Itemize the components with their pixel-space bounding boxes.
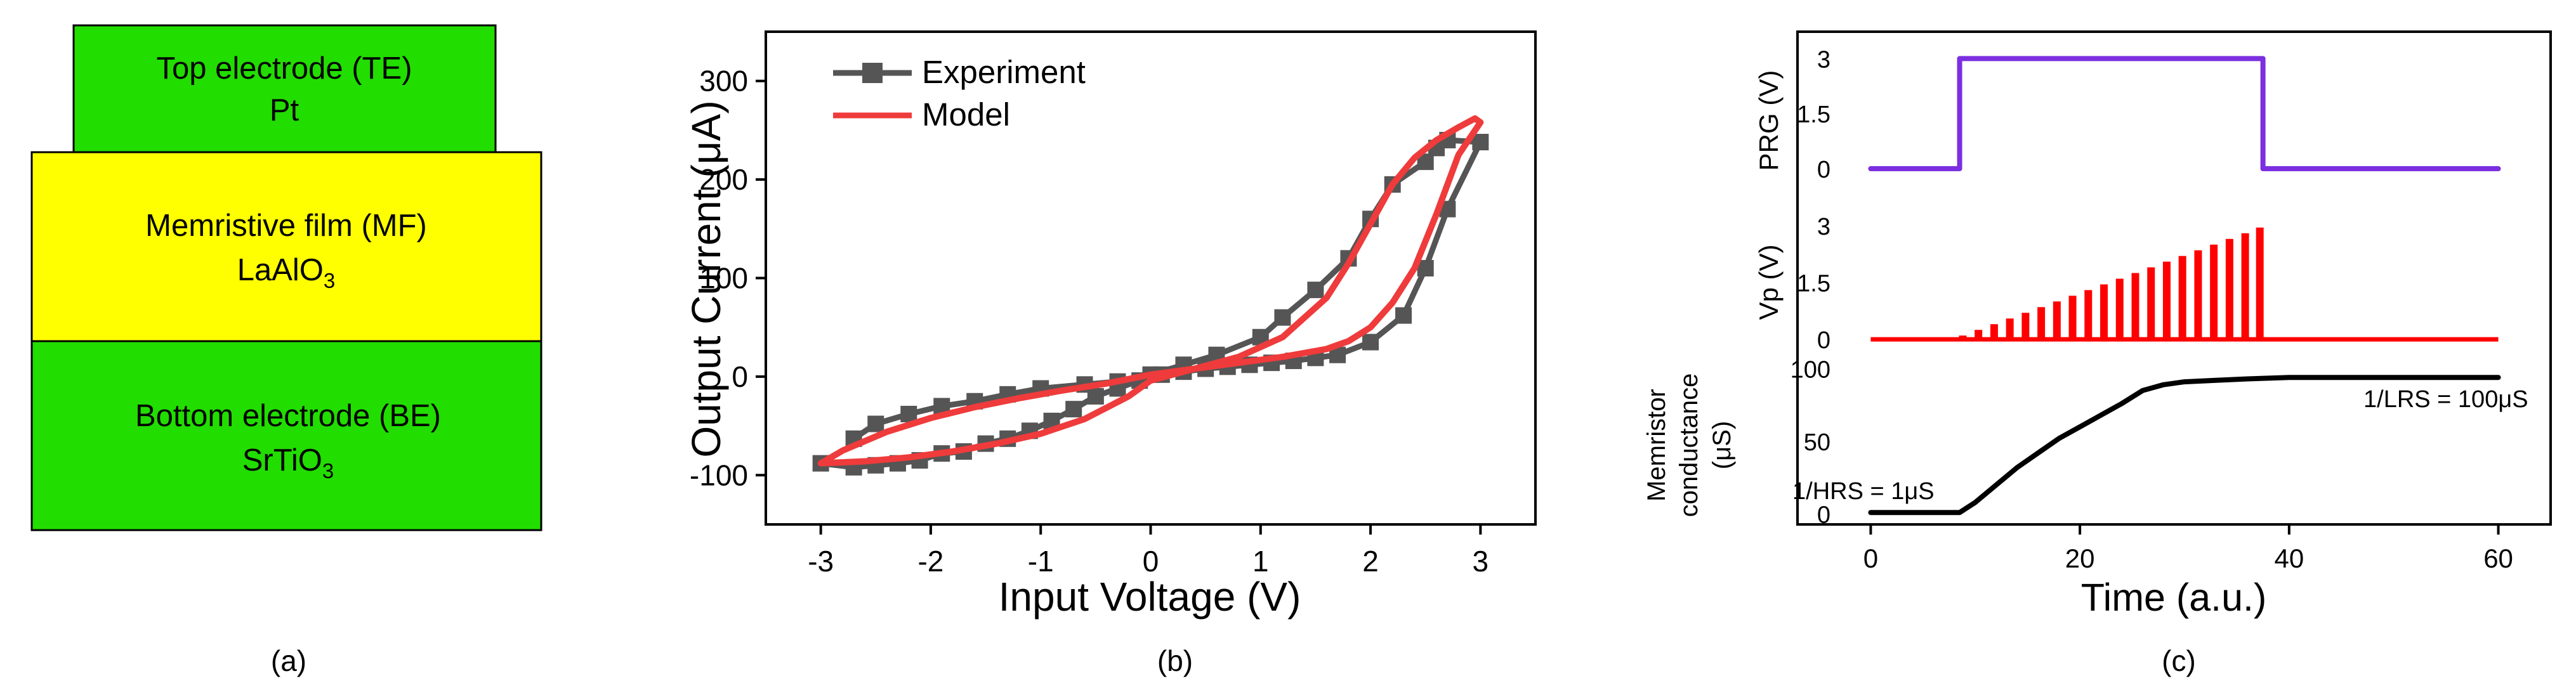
experiment-marker: [1307, 282, 1324, 299]
vp-pulse: [1975, 330, 1983, 340]
experiment-marker: [900, 405, 917, 422]
x-tick-label-c: 0: [1863, 543, 1878, 573]
vp-pulse: [2131, 273, 2139, 340]
y-tick-label-c: 0: [1817, 157, 1830, 183]
lrs-annotation: 1/LRS = 100μS: [2363, 386, 2528, 413]
x-tick-label-b: 2: [1362, 545, 1379, 578]
x-tick-label-c: 60: [2483, 543, 2513, 573]
top-electrode-label: Top electrode (TE): [156, 51, 412, 86]
bottom-electrode-layer: [30, 340, 542, 531]
memristive-film-material: LaAlO3: [237, 253, 336, 292]
y-tick-label-c: 3: [1817, 214, 1830, 240]
y-axis-label-b: Output Current (μA): [683, 100, 729, 457]
experiment-marker: [1472, 134, 1489, 151]
x-tick-label-c: 40: [2274, 543, 2304, 573]
vp-pulse: [2053, 301, 2061, 340]
tick-layer-b: -3 -2 -1 0 1 2 3 -100 0 100 200 300: [690, 65, 1488, 578]
panel-c-chart: 0 20 40 60 0 1.5 3 0 1.5 3 0 50 100 PRG (V) Vp (V) M…: [1643, 30, 2552, 677]
y-tick-label-b: 100: [699, 262, 748, 295]
memristive-film-label: Memristive film (MF): [145, 209, 427, 243]
experiment-marker: [1395, 307, 1412, 324]
x-tick-label-b: 1: [1252, 545, 1269, 578]
vp-pulse: [2068, 296, 2077, 340]
y-tick-label-b: 200: [699, 163, 748, 196]
x-tick-label-b: 3: [1473, 545, 1489, 578]
caption-b: (b): [1157, 644, 1193, 677]
vp-pulse: [2084, 290, 2093, 340]
y-tick-label-c: 1.5: [1797, 101, 1830, 128]
y-tick-label-b: 0: [732, 360, 748, 393]
vp-pulse: [2115, 278, 2124, 340]
legend-b: Experiment Model: [833, 54, 1086, 133]
legend-model-label: Model: [922, 96, 1010, 133]
vp-pulse: [1959, 335, 1967, 340]
x-tick-label-b: -3: [808, 545, 834, 578]
vp-pulse: [2162, 261, 2171, 340]
x-axis-label-b: Input Voltage (V): [999, 574, 1301, 620]
top-electrode-layer: [72, 24, 497, 153]
y-tick-label-c: 100: [1791, 356, 1830, 383]
experiment-marker: [1065, 401, 1082, 418]
vp-pulse: [2178, 256, 2186, 340]
hrs-annotation: 1/HRS = 1μS: [1792, 478, 1935, 505]
x-tick-label-c: 20: [2065, 543, 2095, 573]
conductance-trace: [1868, 375, 2501, 516]
bottom-electrode-material: SrTiO3: [242, 443, 334, 483]
conductance-axis-label-line1: Memristor: [1643, 389, 1671, 502]
conductance-axis-label-line3: (μS): [1708, 421, 1736, 469]
y-tick-label-b: -100: [690, 458, 748, 491]
y-tick-label-c: 0: [1817, 502, 1830, 529]
vp-pulse: [2225, 238, 2233, 340]
plot-frame-c: [1796, 30, 2552, 526]
legend-experiment-label: Experiment: [922, 54, 1086, 90]
vp-pulse: [2037, 307, 2046, 340]
caption-a: (a): [271, 644, 306, 677]
experiment-marker: [867, 415, 884, 432]
conductance-axis-label-line2: conductance: [1675, 373, 1703, 517]
panel-a: Top electrode (TE) Pt Memristive film (M…: [30, 24, 542, 677]
prg-trace: [1868, 56, 2501, 172]
vp-pulse: [2210, 244, 2218, 340]
y-tick-label-c: 3: [1817, 46, 1830, 73]
y-tick-label-b: 300: [699, 65, 748, 98]
tick-layer-c: 0 20 40 60 0 1.5 3 0 1.5 3 0 50 100: [1791, 46, 2513, 573]
top-electrode-material: Pt: [270, 93, 299, 127]
y-tick-label-c: 50: [1804, 429, 1830, 456]
x-tick-label-b: 0: [1143, 545, 1159, 578]
memristive-film-layer: [30, 151, 542, 342]
vp-pulse: [2006, 318, 2014, 340]
vp-pulse: [2021, 313, 2030, 340]
bottom-electrode-label: Bottom electrode (BE): [135, 399, 441, 433]
legend-experiment-marker: [862, 63, 883, 83]
experiment-marker: [1274, 309, 1291, 326]
y-tick-label-c: 1.5: [1797, 270, 1830, 297]
model-line: [817, 115, 1484, 467]
vp-pulse: [2194, 250, 2202, 340]
panel-b-chart: -3 -2 -1 0 1 2 3 -100 0 100 200 300 Input Voltage (…: [683, 30, 1537, 677]
series-layer-c: [1868, 56, 2501, 516]
vp-pulse: [2100, 284, 2108, 340]
vp-pulse: [2241, 233, 2249, 340]
x-tick-label-b: -2: [917, 545, 943, 578]
y-tick-label-c: 0: [1817, 327, 1830, 354]
x-axis-label-c: Time (a.u.): [2081, 576, 2267, 619]
series-layer-b: [812, 115, 1489, 476]
vp-axis-label: Vp (V): [1754, 244, 1784, 320]
experiment-marker: [1362, 334, 1379, 351]
vp-pulse: [2147, 267, 2155, 340]
vp-pulse: [2256, 227, 2264, 340]
x-tick-label-b: -1: [1028, 545, 1054, 578]
caption-c: (c): [2162, 644, 2196, 677]
prg-axis-label: PRG (V): [1754, 70, 1784, 171]
vp-pulse: [1990, 324, 1998, 340]
